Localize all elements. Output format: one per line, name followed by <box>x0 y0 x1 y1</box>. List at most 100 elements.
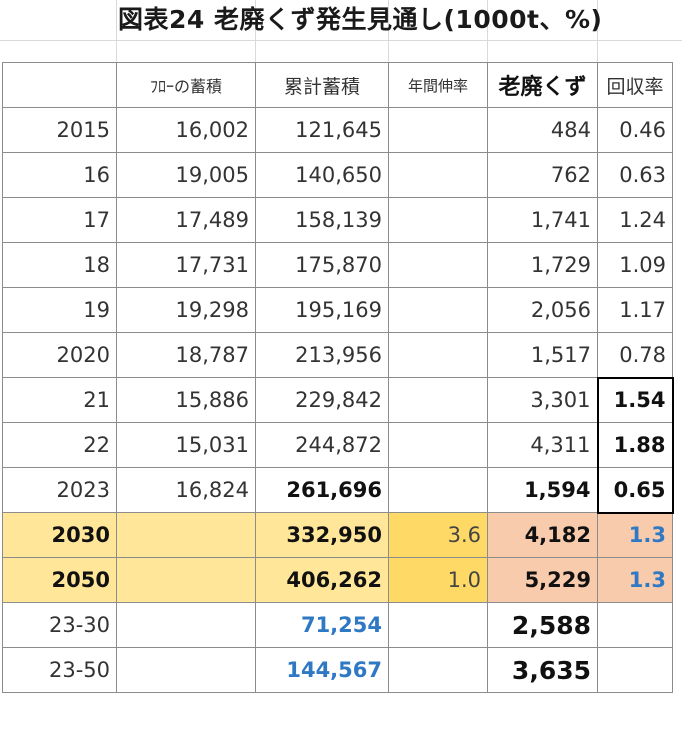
cell-cumulative: 244,872 <box>255 422 389 468</box>
table-row: 18 17,731 175,870 1,729 1.09 <box>2 242 673 288</box>
cell-cumulative: 158,139 <box>255 197 389 243</box>
cell-year: 16 <box>2 152 117 198</box>
table-row: 16 19,005 140,650 762 0.63 <box>2 152 673 198</box>
cell-cumulative: 213,956 <box>255 332 389 378</box>
cell-waste: 1,594 <box>487 467 598 513</box>
cell-flow: 15,886 <box>116 377 256 423</box>
sheet-gridline <box>0 40 682 41</box>
cell-year: 2050 <box>2 557 117 603</box>
cell-growth: 1.0 <box>388 557 488 603</box>
cell-year: 2030 <box>2 512 117 558</box>
cell-rate: 0.63 <box>597 152 673 198</box>
cell-waste: 1,741 <box>487 197 598 243</box>
cell-flow: 16,824 <box>116 467 256 513</box>
cell-rate: 1.17 <box>597 287 673 333</box>
table-row: 19 19,298 195,169 2,056 1.17 <box>2 287 673 333</box>
cell-waste: 5,229 <box>487 557 598 603</box>
page-title: 図表24 老廃くず発生見通し(1000t、%) <box>118 5 603 34</box>
cell-period: 23-50 <box>2 647 117 693</box>
cell-growth <box>388 242 488 288</box>
cell-waste: 3,301 <box>487 377 598 423</box>
header-cumulative: 累計蓄積 <box>255 62 389 108</box>
cell-flow <box>116 557 256 603</box>
cell-rate: 1.3 <box>597 512 673 558</box>
cell-cumulative: 332,950 <box>255 512 389 558</box>
cell-waste: 484 <box>487 107 598 153</box>
header-rate: 回収率 <box>597 62 673 108</box>
table-row: 2015 16,002 121,645 484 0.46 <box>2 107 673 153</box>
cell-cumulative: 140,650 <box>255 152 389 198</box>
sheet-gridline <box>116 0 117 62</box>
cell-cumulative: 71,254 <box>255 602 389 648</box>
projection-row: 2030 332,950 3.6 4,182 1.3 <box>2 512 673 558</box>
cell-growth <box>388 422 488 468</box>
header-year <box>2 62 117 108</box>
cell-rate: 1.24 <box>597 197 673 243</box>
cell-year: 17 <box>2 197 117 243</box>
sheet-gridline <box>388 0 389 62</box>
cell-growth <box>388 602 488 648</box>
cell-year: 18 <box>2 242 117 288</box>
header-row: ﾌﾛｰの蓄積 累計蓄積 年間伸率 老廃くず 回収率 <box>2 62 673 108</box>
cell-year: 21 <box>2 377 117 423</box>
cell-growth <box>388 647 488 693</box>
cell-waste: 1,517 <box>487 332 598 378</box>
header-growth: 年間伸率 <box>388 62 488 108</box>
cell-growth <box>388 377 488 423</box>
cell-growth <box>388 197 488 243</box>
cell-flow: 18,787 <box>116 332 256 378</box>
sheet-gridline <box>597 0 598 62</box>
cell-period: 23-30 <box>2 602 117 648</box>
cell-growth: 3.6 <box>388 512 488 558</box>
cell-cumulative: 261,696 <box>255 467 389 513</box>
cell-waste: 2,588 <box>487 602 598 648</box>
table-row: 2023 16,824 261,696 1,594 0.65 <box>2 467 674 514</box>
table-row: 21 15,886 229,842 3,301 1.54 <box>2 376 674 423</box>
cell-year: 2020 <box>2 332 117 378</box>
header-waste: 老廃くず <box>487 62 598 108</box>
cell-growth <box>388 332 488 378</box>
table-row: 2020 18,787 213,956 1,517 0.78 <box>2 332 673 378</box>
total-row: 23-50 144,567 3,635 <box>2 647 673 693</box>
cell-cumulative: 121,645 <box>255 107 389 153</box>
cell-growth <box>388 287 488 333</box>
cell-flow: 17,731 <box>116 242 256 288</box>
cell-growth <box>388 107 488 153</box>
sheet-gridline <box>487 0 488 62</box>
cell-cumulative: 229,842 <box>255 377 389 423</box>
cell-rate: 1.3 <box>597 557 673 603</box>
cell-flow: 16,002 <box>116 107 256 153</box>
total-row: 23-30 71,254 2,588 <box>2 602 673 648</box>
sheet-gridline <box>255 0 256 62</box>
cell-rate <box>597 602 673 648</box>
cell-rate: 1.09 <box>597 242 673 288</box>
projection-row: 2050 406,262 1.0 5,229 1.3 <box>2 557 673 603</box>
cell-rate: 1.88 <box>596 422 674 468</box>
cell-rate: 0.78 <box>597 332 673 378</box>
cell-rate <box>597 647 673 693</box>
cell-growth <box>388 467 488 513</box>
cell-waste: 4,311 <box>487 422 598 468</box>
cell-flow: 15,031 <box>116 422 256 468</box>
cell-cumulative: 144,567 <box>255 647 389 693</box>
cell-waste: 4,182 <box>487 512 598 558</box>
cell-waste: 2,056 <box>487 287 598 333</box>
cell-cumulative: 175,870 <box>255 242 389 288</box>
scrap-forecast-table: ﾌﾛｰの蓄積 累計蓄積 年間伸率 老廃くず 回収率 2015 16,002 12… <box>2 62 674 693</box>
cell-cumulative: 195,169 <box>255 287 389 333</box>
cell-year: 19 <box>2 287 117 333</box>
cell-flow: 17,489 <box>116 197 256 243</box>
cell-year: 22 <box>2 422 117 468</box>
cell-year: 2015 <box>2 107 117 153</box>
table-row: 22 15,031 244,872 4,311 1.88 <box>2 422 674 468</box>
cell-waste: 3,635 <box>487 647 598 693</box>
table-row: 17 17,489 158,139 1,741 1.24 <box>2 197 673 243</box>
cell-growth <box>388 152 488 198</box>
cell-waste: 1,729 <box>487 242 598 288</box>
cell-rate: 0.65 <box>596 467 674 514</box>
cell-rate: 0.46 <box>597 107 673 153</box>
cell-flow <box>116 647 256 693</box>
cell-waste: 762 <box>487 152 598 198</box>
cell-cumulative: 406,262 <box>255 557 389 603</box>
cell-flow: 19,005 <box>116 152 256 198</box>
